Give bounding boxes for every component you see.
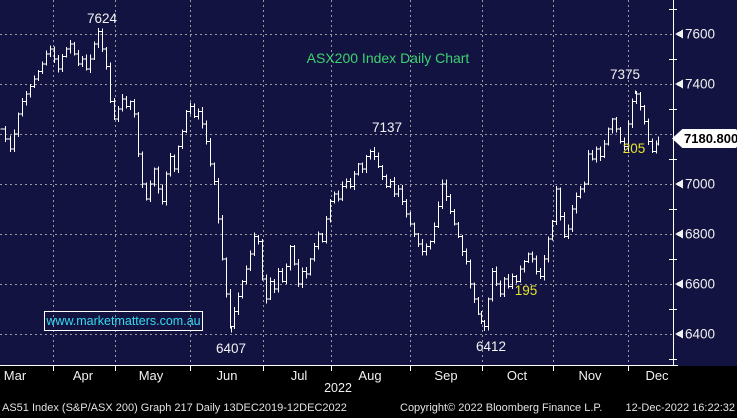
chart-annotations: 7624 7137 7375 205 195 6407 6412 — [87, 11, 645, 356]
x-axis-month-label: Nov — [578, 368, 602, 383]
y-axis-tick-arrow-icon — [675, 279, 683, 289]
chart-annotation: 7137 — [372, 120, 402, 135]
x-axis-month-label: Apr — [73, 368, 94, 383]
x-axis-month-label: May — [139, 368, 164, 383]
chart-annotation: 6407 — [216, 341, 246, 356]
y-axis-tick-arrow-icon — [675, 179, 683, 189]
gridlines — [0, 0, 673, 365]
axes — [0, 0, 683, 371]
x-axis-year-label: 2022 — [324, 381, 352, 395]
chart-annotation: 7375 — [610, 67, 640, 82]
price-series — [0, 28, 659, 333]
close-step-line — [0, 31, 659, 327]
x-axis-month-label: Aug — [358, 368, 381, 383]
x-axis-month-label: Mar — [4, 368, 27, 383]
last-price-tag: 7180.800 — [672, 129, 737, 148]
x-axis-month-label: Dec — [645, 368, 669, 383]
status-instrument-info: AS51 Index (S&P/ASX 200) Graph 217 Daily… — [2, 402, 347, 414]
x-axis-month-label: Sep — [434, 368, 457, 383]
chart-plot-background — [0, 0, 737, 366]
chart-title: ASX200 Index Daily Chart — [306, 50, 470, 66]
y-axis-tick-arrow-icon — [675, 79, 683, 89]
watermark-link: www.marketmatters.com.au — [44, 311, 203, 331]
status-datetime: 12-Dec-2022 16:22:32 — [625, 402, 735, 414]
x-axis-month-label: Jul — [291, 368, 308, 383]
status-bar: AS51 Index (S&P/ASX 200) Graph 217 Daily… — [0, 399, 737, 418]
y-axis-tick-label: 7400 — [685, 77, 715, 92]
axis-labels: Mar Apr May Jun Jul Aug Sep Oct Nov Dec 7600 7400 70… — [4, 27, 715, 384]
y-axis-tick-label: 6800 — [685, 227, 715, 242]
chart-annotation: 7624 — [87, 11, 118, 26]
y-axis-tick-label: 6400 — [685, 327, 715, 342]
chart-annotation: 195 — [515, 283, 538, 298]
chart-annotation: 205 — [623, 141, 646, 156]
y-axis-tick-arrow-icon — [675, 329, 683, 339]
y-axis-tick-label: 7000 — [685, 177, 715, 192]
y-axis-tick-arrow-icon — [675, 229, 683, 239]
y-axis-tick-label: 6600 — [685, 277, 715, 292]
y-axis-tick-arrow-icon — [675, 29, 683, 39]
chart-annotation: 6412 — [476, 339, 506, 354]
x-axis-month-label: Jun — [217, 368, 238, 383]
y-axis-tick-label: 7600 — [685, 27, 715, 42]
status-copyright: Copyright© 2022 Bloomberg Finance L.P. — [400, 402, 603, 414]
x-axis-month-label: Oct — [507, 368, 528, 383]
